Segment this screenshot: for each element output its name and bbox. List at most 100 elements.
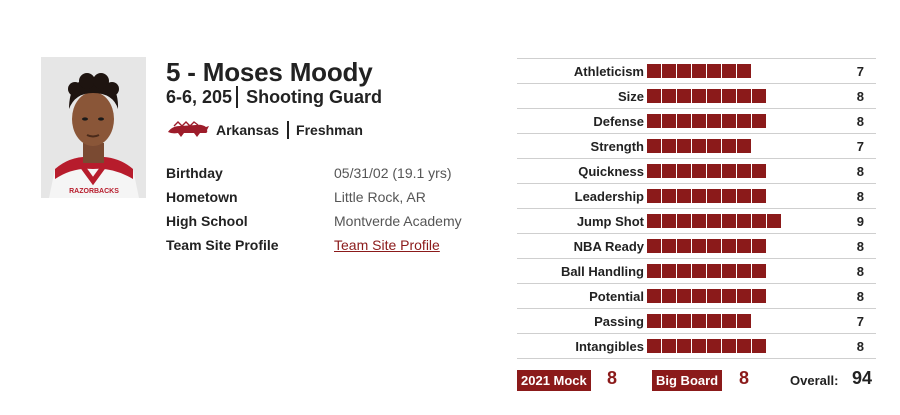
rating-square	[662, 189, 677, 203]
rating-row: NBA Ready 8	[517, 234, 876, 259]
rating-square	[752, 189, 767, 203]
player-details: Birthday 05/31/02 (19.1 yrs) Hometown Li…	[166, 161, 462, 257]
rating-square	[722, 114, 737, 128]
rating-square	[722, 214, 737, 228]
rankings-footer: 2021 Mock 8 Big Board 8 Overall: 94	[517, 368, 876, 392]
rating-square	[737, 314, 752, 328]
rating-square	[752, 89, 767, 103]
rating-square	[692, 189, 707, 203]
rating-bar	[647, 239, 767, 253]
rating-square	[722, 189, 737, 203]
rating-square	[707, 264, 722, 278]
rating-square	[722, 139, 737, 153]
rating-square	[752, 214, 767, 228]
rating-square	[647, 64, 662, 78]
detail-value: Little Rock, AR	[334, 189, 426, 205]
rating-square	[752, 164, 767, 178]
rating-square	[677, 89, 692, 103]
rating-square	[692, 264, 707, 278]
rating-square	[722, 164, 737, 178]
player-headshot-image: RAZORBACKS	[41, 57, 146, 198]
rating-square	[707, 314, 722, 328]
rating-square	[737, 239, 752, 253]
rating-square	[752, 264, 767, 278]
rating-square	[662, 314, 677, 328]
rating-square	[677, 139, 692, 153]
mock-draft-badge: 2021 Mock	[517, 370, 591, 391]
rating-square	[692, 164, 707, 178]
rating-value: 7	[856, 139, 864, 154]
rating-square	[722, 89, 737, 103]
rating-row: Athleticism 7	[517, 59, 876, 84]
rating-label: Jump Shot	[576, 214, 644, 229]
rating-square	[692, 289, 707, 303]
rating-bar	[647, 139, 752, 153]
rating-square	[647, 339, 662, 353]
rating-square	[692, 214, 707, 228]
rating-value: 8	[856, 189, 864, 204]
detail-value: 05/31/02 (19.1 yrs)	[334, 165, 452, 181]
rating-bar	[647, 264, 767, 278]
detail-label: High School	[166, 213, 248, 229]
rating-square	[692, 139, 707, 153]
rating-value: 8	[856, 289, 864, 304]
detail-value: Montverde Academy	[334, 213, 462, 229]
big-board-badge: Big Board	[652, 370, 723, 391]
rating-square	[707, 139, 722, 153]
rating-square	[707, 89, 722, 103]
rating-square	[722, 239, 737, 253]
svg-text:RAZORBACKS: RAZORBACKS	[69, 188, 119, 195]
rating-square	[737, 139, 752, 153]
player-position: Shooting Guard	[246, 86, 383, 107]
rating-square	[752, 114, 767, 128]
meta-divider	[236, 86, 239, 108]
rating-square	[737, 89, 752, 103]
rating-square	[692, 114, 707, 128]
rating-square	[707, 239, 722, 253]
rating-square	[662, 339, 677, 353]
rating-value: 8	[856, 114, 864, 129]
rating-square	[677, 114, 692, 128]
rating-square	[752, 289, 767, 303]
rating-bar	[647, 214, 782, 228]
rating-square	[647, 89, 662, 103]
rating-label: Strength	[590, 139, 644, 154]
rating-square	[707, 64, 722, 78]
rating-square	[707, 289, 722, 303]
rating-value: 8	[856, 239, 864, 254]
team-site-profile-link[interactable]: Team Site Profile	[334, 237, 440, 253]
rating-square	[707, 339, 722, 353]
rating-bar	[647, 189, 767, 203]
rating-bar	[647, 114, 767, 128]
rating-square	[737, 339, 752, 353]
rating-square	[662, 264, 677, 278]
rating-square	[647, 189, 662, 203]
rating-square	[722, 64, 737, 78]
rating-square	[677, 264, 692, 278]
rating-square	[692, 89, 707, 103]
rating-label: Passing	[594, 314, 644, 329]
rating-square	[647, 289, 662, 303]
rating-bar	[647, 339, 767, 353]
rating-square	[662, 114, 677, 128]
rating-square	[647, 264, 662, 278]
rating-value: 7	[856, 314, 864, 329]
rating-value: 9	[856, 214, 864, 229]
rating-square	[722, 314, 737, 328]
rating-square	[677, 189, 692, 203]
rating-square	[662, 164, 677, 178]
rating-row: Strength 7	[517, 134, 876, 159]
rating-square	[662, 289, 677, 303]
rating-bar	[647, 89, 767, 103]
rating-square	[692, 339, 707, 353]
rating-square	[737, 289, 752, 303]
rating-square	[737, 189, 752, 203]
rating-label: Leadership	[574, 189, 644, 204]
school-name: Arkansas	[216, 122, 280, 138]
rating-square	[737, 64, 752, 78]
rating-row: Leadership 8	[517, 184, 876, 209]
player-measurements: 6-6, 205 Shooting Guard	[166, 86, 382, 108]
rating-bar	[647, 289, 767, 303]
rating-label: Ball Handling	[560, 264, 644, 279]
rating-square	[647, 239, 662, 253]
